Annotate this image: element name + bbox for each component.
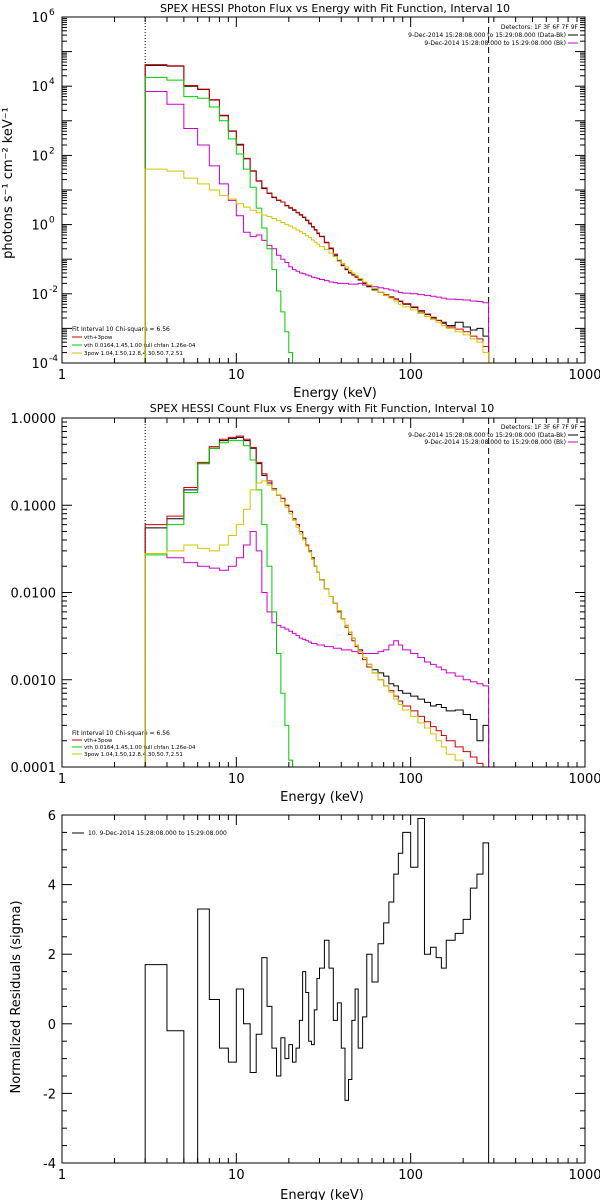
- series-1-3: [144, 440, 294, 767]
- x-tick-label: 10: [228, 368, 245, 383]
- count-flux-xlabel: Energy (keV): [280, 790, 364, 805]
- x-tick-label: 10: [228, 1168, 245, 1183]
- count-flux-header-3: 9-Dec-2014 15:28:08.000 to 15:29:08.000 …: [424, 439, 566, 446]
- residuals-xlabel: Energy (keV): [280, 1188, 364, 1200]
- x-tick-label: 1000: [568, 368, 600, 383]
- plot-area-2: [144, 817, 490, 1163]
- photon-flux-legend-label-2: vth 0.0164,1.45,1.00 full chfan 1.26e-04: [84, 343, 196, 349]
- residuals-ylabel: Normalized Residuals (sigma): [9, 900, 24, 1093]
- y-tick-label: 10: [31, 288, 48, 303]
- count-flux-fit-text: Fit Interval 10 Chi-square = 6.56: [72, 730, 170, 737]
- y-tick-label: 0.0100: [11, 587, 57, 602]
- series-1-4: [144, 480, 489, 767]
- y-tick-label: 10: [31, 149, 48, 164]
- x-tick-label: 100: [398, 1168, 423, 1183]
- series-2-0: [144, 817, 490, 1163]
- x-tick-label: 100: [398, 772, 423, 787]
- count-flux-panel: SPEX HESSI Count Flux vs Energy with Fit…: [11, 402, 600, 805]
- x-tick-label: 1000: [568, 1168, 600, 1183]
- photon-flux-legend-label-3: 3pow 1.04,1.50,12.8,4.30,50.7,2.51: [84, 351, 183, 357]
- y-tick-label: 10: [31, 80, 48, 95]
- photon-flux-ylabel: photons s⁻¹ cm⁻² keV⁻¹: [1, 107, 16, 259]
- y-tick-label: 6: [48, 809, 56, 824]
- x-tick-label: 100: [398, 368, 423, 383]
- count-flux-legend-label-3: 3pow 1.04,1.50,12.8,4.30,50.7,2.51: [84, 752, 183, 758]
- residuals-legend-text: 10. 9-Dec-2014 15:28:08.000 to 15:29:08.…: [88, 830, 227, 837]
- y-tick-label: 10: [31, 357, 48, 372]
- photon-flux-header-2: 9-Dec-2014 15:28:08.000 to 15:29:08.000 …: [408, 32, 566, 39]
- plot-area-0: [144, 17, 490, 363]
- x-tick-label: 1: [58, 1168, 66, 1183]
- x-tick-label: 1000: [568, 772, 600, 787]
- y-tick-label: 0.0001: [11, 761, 57, 776]
- y-tick-exponent: 6: [49, 8, 55, 18]
- y-tick-label: 4: [48, 879, 56, 894]
- count-flux-header-1: Detectors: 1F 3F 6F 7F 9F: [501, 424, 579, 431]
- y-tick-exponent: 4: [49, 77, 55, 87]
- photon-flux-header-1: Detectors: 1F 3F 6F 7F 9F: [501, 24, 579, 31]
- x-tick-label: 1: [58, 772, 66, 787]
- residuals-panel: Normalized Residuals (sigma) Energy (keV…: [9, 809, 600, 1200]
- y-tick-exponent: -2: [49, 285, 58, 295]
- photon-flux-panel: SPEX HESSI Photon Flux vs Energy with Fi…: [1, 2, 600, 401]
- photon-flux-header-3: 9-Dec-2014 15:28:08.000 to 15:29:08.000 …: [424, 40, 566, 47]
- series-1-1: [144, 531, 490, 767]
- y-tick-label: 1.0000: [11, 412, 57, 427]
- y-tick-label: 10: [31, 219, 48, 234]
- count-flux-legend-label-2: vth 0.0164,1.45,1.00 full chfan 1.26e-04: [84, 745, 196, 751]
- y-tick-label: 10: [31, 11, 48, 26]
- x-tick-label: 10: [228, 772, 245, 787]
- x-tick-label: 1: [58, 368, 66, 383]
- y-tick-label: 0.1000: [11, 499, 57, 514]
- count-flux-legend-label-1: vth+3pow: [84, 738, 113, 744]
- series-0-1: [144, 91, 490, 363]
- y-tick-label: 2: [48, 948, 56, 963]
- y-tick-exponent: 0: [49, 216, 55, 226]
- y-tick-label: -2: [43, 1087, 56, 1102]
- photon-flux-legend-label-1: vth+3pow: [84, 335, 113, 341]
- count-flux-header-2: 9-Dec-2014 15:28:08.000 to 15:29:08.000 …: [408, 432, 566, 439]
- count-flux-title: SPEX HESSI Count Flux vs Energy with Fit…: [150, 402, 494, 415]
- series-0-4: [144, 168, 490, 363]
- photon-flux-fit-text: Fit Interval 10 Chi-square = 6.56: [72, 326, 170, 333]
- series-0-3: [144, 76, 297, 363]
- y-tick-exponent: 2: [49, 146, 55, 156]
- photon-flux-title: SPEX HESSI Photon Flux vs Energy with Fi…: [160, 2, 510, 15]
- plot-area-1: [144, 418, 490, 767]
- y-tick-label: -4: [43, 1157, 56, 1172]
- y-tick-label: 0: [48, 1018, 56, 1033]
- y-tick-label: 0.0010: [11, 674, 57, 689]
- y-tick-exponent: -4: [49, 354, 58, 364]
- photon-flux-xlabel: Energy (keV): [293, 386, 377, 401]
- series-0-2: [144, 64, 490, 363]
